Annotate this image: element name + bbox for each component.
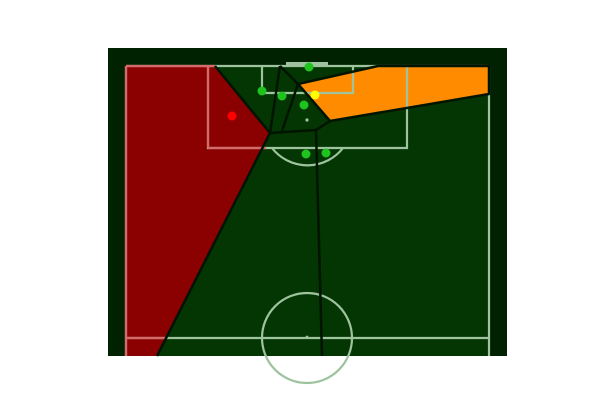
player-green-4 [299, 100, 309, 110]
player-green-1 [304, 62, 314, 72]
voronoi-edge-e [280, 83, 300, 132]
player-red-1 [227, 111, 237, 121]
voronoi-edge-b [269, 128, 317, 135]
penalty-arc [271, 147, 344, 167]
voronoi-edge-d [279, 65, 299, 85]
orange-control-region [298, 66, 489, 121]
voronoi-edge-f [315, 119, 331, 132]
player-yellow-1 [310, 90, 320, 100]
voronoi-edge-c [314, 129, 324, 357]
center-circle [260, 291, 354, 385]
penalty-spot [305, 118, 309, 122]
player-green-5 [301, 149, 311, 159]
six-yard-box [260, 66, 355, 95]
voronoi-edges [155, 64, 491, 357]
players [227, 62, 331, 159]
player-green-2 [257, 86, 267, 96]
player-green-6 [321, 148, 331, 158]
pitch-axes [108, 48, 507, 385]
red-control-region [126, 66, 270, 356]
voronoi-edge-orange [297, 64, 491, 123]
center-spot [305, 335, 309, 339]
highlighted-markings [124, 64, 266, 356]
player-green-3 [277, 91, 287, 101]
voronoi-edge-a [268, 65, 282, 134]
